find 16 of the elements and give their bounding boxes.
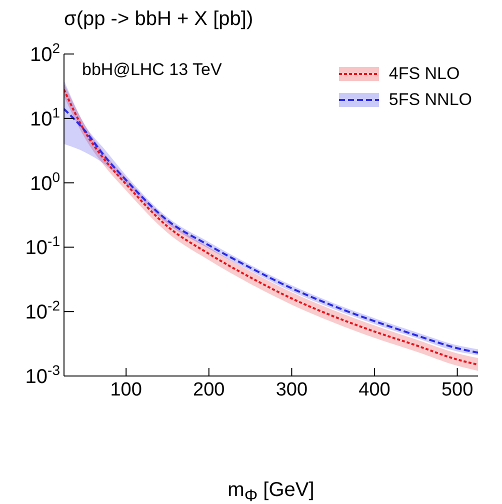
x-tick-label: 200 <box>193 379 225 400</box>
y-tick-label: 10$^{-3}$ <box>25 362 60 388</box>
x-tick-label: 100 <box>110 379 142 400</box>
y-tick-label: 10$^{2}$ <box>30 40 60 66</box>
annotation: bbH@LHC 13 TeV <box>82 60 222 80</box>
x-tick-label: 300 <box>276 379 308 400</box>
legend-label: 5FS NNLO <box>388 90 472 110</box>
y-tick-label: 10$^{-1}$ <box>25 233 60 260</box>
x-tick-label: 500 <box>441 379 474 400</box>
chart-title: σ(pp -> bbH + X [pb]) <box>63 8 254 32</box>
x-tick-label: 400 <box>358 379 390 400</box>
y-tick-label: 10$^{-2}$ <box>25 298 60 324</box>
y-tick-label: 10$^{0}$ <box>30 168 60 195</box>
y-tick-label: 10$^{1}$ <box>30 104 60 130</box>
x-axis-title: m$_{Φ}$ [GeV] <box>226 479 316 504</box>
legend-label: 4FS NLO <box>388 64 460 84</box>
